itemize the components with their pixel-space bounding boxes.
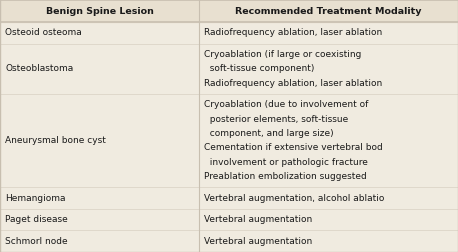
Text: Recommended Treatment Modality: Recommended Treatment Modality xyxy=(235,7,422,16)
Text: Cryoablation (due to involvement of: Cryoablation (due to involvement of xyxy=(204,100,368,109)
Text: Schmorl node: Schmorl node xyxy=(5,237,68,246)
Bar xyxy=(0,0,458,22)
Text: Aneurysmal bone cyst: Aneurysmal bone cyst xyxy=(5,136,106,145)
Text: Hemangioma: Hemangioma xyxy=(5,194,66,203)
Text: Osteoblastoma: Osteoblastoma xyxy=(5,64,74,73)
Text: Benign Spine Lesion: Benign Spine Lesion xyxy=(46,7,153,16)
Text: Cryoablation (if large or coexisting: Cryoablation (if large or coexisting xyxy=(204,50,361,59)
Text: Cementation if extensive vertebral bod: Cementation if extensive vertebral bod xyxy=(204,143,382,152)
Text: Radiofrequency ablation, laser ablation: Radiofrequency ablation, laser ablation xyxy=(204,79,382,88)
Text: Vertebral augmentation: Vertebral augmentation xyxy=(204,215,312,224)
Text: Osteoid osteoma: Osteoid osteoma xyxy=(5,28,82,37)
Text: component, and large size): component, and large size) xyxy=(204,129,333,138)
Text: Vertebral augmentation: Vertebral augmentation xyxy=(204,237,312,246)
Text: Paget disease: Paget disease xyxy=(5,215,68,224)
Text: Preablation embolization suggested: Preablation embolization suggested xyxy=(204,172,366,181)
Text: Radiofrequency ablation, laser ablation: Radiofrequency ablation, laser ablation xyxy=(204,28,382,37)
Text: soft-tissue component): soft-tissue component) xyxy=(204,64,314,73)
Text: Vertebral augmentation, alcohol ablatio: Vertebral augmentation, alcohol ablatio xyxy=(204,194,384,203)
Text: involvement or pathologic fracture: involvement or pathologic fracture xyxy=(204,158,368,167)
Text: posterior elements, soft-tissue: posterior elements, soft-tissue xyxy=(204,114,348,123)
